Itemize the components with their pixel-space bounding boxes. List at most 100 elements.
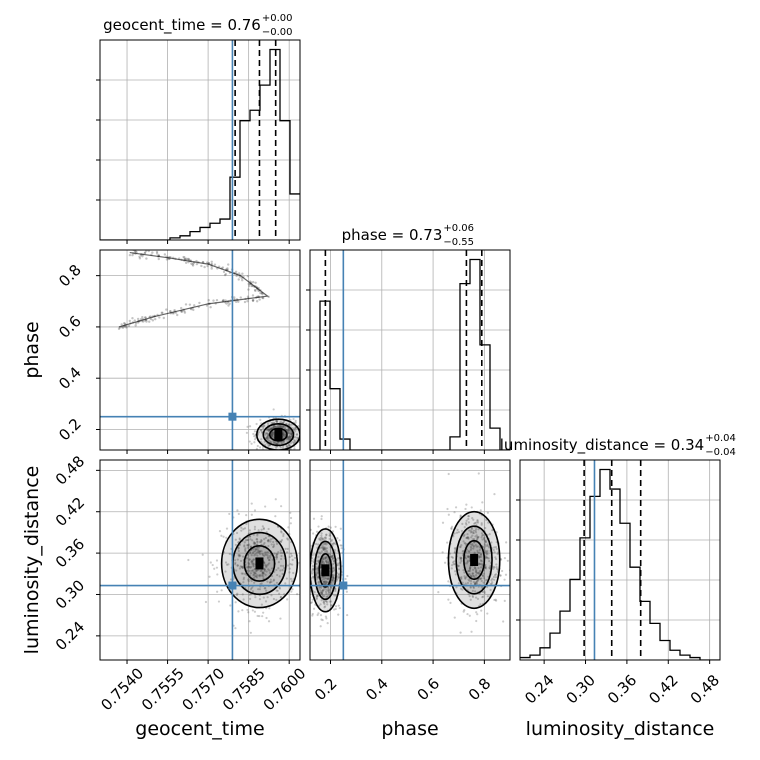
scatter-point xyxy=(256,546,259,549)
scatter-point xyxy=(490,579,493,582)
scatter-point xyxy=(236,509,239,512)
scatter-point xyxy=(320,599,323,602)
scatter-point xyxy=(468,572,471,576)
scatter-point xyxy=(176,313,179,317)
scatter-point xyxy=(247,565,250,568)
scatter-point xyxy=(315,542,318,546)
scatter-point xyxy=(481,563,484,566)
scatter-point xyxy=(480,577,483,580)
scatter-point xyxy=(161,311,164,315)
scatter-point xyxy=(238,537,241,540)
scatter-point xyxy=(257,529,260,532)
scatter-point xyxy=(251,299,255,303)
scatter-point xyxy=(325,549,328,553)
scatter-point xyxy=(333,559,336,563)
scatter-point xyxy=(268,439,271,442)
scatter-point xyxy=(269,440,273,443)
scatter-point xyxy=(276,589,279,592)
scatter-point xyxy=(472,544,475,547)
scatter-point xyxy=(288,436,291,439)
scatter-point xyxy=(252,533,256,536)
scatter-point xyxy=(269,428,272,431)
scatter-point xyxy=(494,599,498,602)
scatter-point xyxy=(450,555,453,559)
scatter-point xyxy=(253,572,256,575)
scatter-point xyxy=(279,569,282,572)
scatter-point xyxy=(268,444,271,447)
scatter-point xyxy=(293,440,297,444)
scatter-point xyxy=(323,602,326,605)
scatter-point xyxy=(263,561,266,565)
scatter-point xyxy=(460,577,463,581)
scatter-point xyxy=(287,436,290,439)
title-plus: +0.06 xyxy=(443,223,474,234)
scatter-point xyxy=(474,543,477,547)
scatter-point xyxy=(272,540,275,544)
scatter-point xyxy=(447,472,450,476)
scatter-point xyxy=(246,608,249,612)
scatter-point xyxy=(215,559,219,562)
scatter-point xyxy=(222,298,225,302)
scatter-point xyxy=(275,555,279,559)
scatter-point xyxy=(241,566,244,570)
scatter-point xyxy=(265,565,268,569)
scatter-point xyxy=(257,548,260,551)
scatter-point xyxy=(289,436,292,439)
scatter-point xyxy=(324,550,327,553)
scatter-point xyxy=(496,552,499,556)
scatter-point xyxy=(279,446,282,449)
scatter-point xyxy=(117,327,121,331)
scatter-point xyxy=(492,567,495,571)
scatter-point xyxy=(331,573,334,576)
scatter-point xyxy=(320,550,323,553)
scatter-point xyxy=(256,444,259,448)
scatter-point xyxy=(190,262,193,265)
scatter-point xyxy=(136,317,140,321)
scatter-point xyxy=(472,541,476,544)
histogram-phase xyxy=(310,258,510,450)
scatter-point xyxy=(162,316,166,320)
scatter-point xyxy=(315,562,318,565)
scatter-point xyxy=(266,436,269,439)
scatter-point xyxy=(270,434,273,437)
scatter-point xyxy=(280,538,284,542)
scatter-point xyxy=(234,561,237,564)
scatter-point xyxy=(268,429,271,432)
scatter-point xyxy=(294,429,297,432)
scatter-point xyxy=(289,432,293,435)
scatter-point xyxy=(318,551,321,554)
scatter-point xyxy=(455,586,458,589)
scatter-point xyxy=(316,594,319,597)
scatter-point xyxy=(292,441,296,445)
scatter-point xyxy=(446,507,449,511)
scatter-point xyxy=(234,300,238,304)
scatter-point xyxy=(264,563,267,566)
scatter-point xyxy=(324,556,327,560)
scatter-point xyxy=(329,600,333,603)
scatter-point xyxy=(344,577,347,581)
scatter-point xyxy=(182,255,185,259)
scatter-point xyxy=(315,574,318,577)
scatter-point xyxy=(245,522,248,525)
scatter-point xyxy=(288,435,292,438)
scatter-point xyxy=(254,572,257,575)
scatter-point xyxy=(483,577,486,580)
scatter-point xyxy=(280,442,283,445)
scatter-point xyxy=(184,261,188,265)
scatter-point xyxy=(303,431,305,433)
scatter-point xyxy=(472,518,475,521)
scatter-point xyxy=(327,587,330,591)
scatter-point xyxy=(325,599,328,603)
scatter-point xyxy=(192,308,195,312)
scatter-point xyxy=(271,558,274,561)
scatter-point xyxy=(271,433,274,436)
scatter-point xyxy=(249,566,252,569)
scatter-point xyxy=(486,511,490,514)
scatter-point xyxy=(143,251,147,254)
scatter-point xyxy=(275,589,278,592)
scatter-point xyxy=(260,539,263,543)
scatter-point xyxy=(294,436,297,439)
scatter-point xyxy=(275,420,279,423)
scatter-point xyxy=(318,580,321,584)
scatter-point xyxy=(258,540,261,544)
